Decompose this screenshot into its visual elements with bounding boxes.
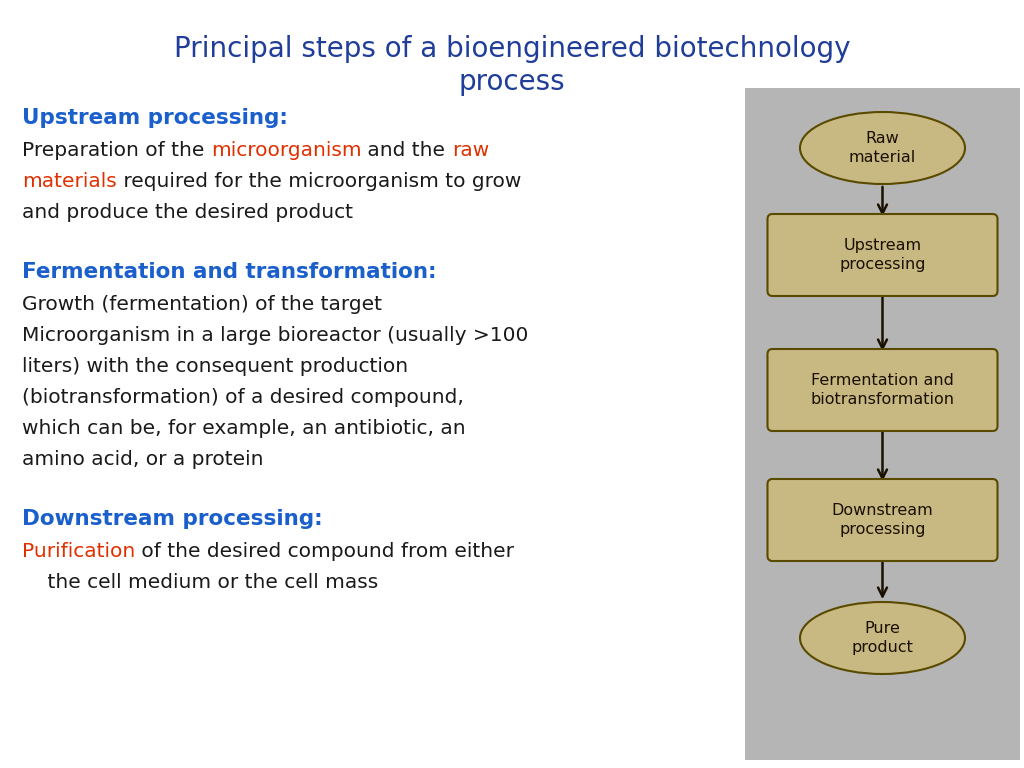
Text: and the: and the	[361, 141, 452, 160]
Text: the cell medium or the cell mass: the cell medium or the cell mass	[22, 573, 378, 592]
Text: raw: raw	[452, 141, 489, 160]
FancyBboxPatch shape	[768, 349, 997, 431]
Text: Microorganism in a large bioreactor (usually >100: Microorganism in a large bioreactor (usu…	[22, 326, 528, 345]
Text: required for the microorganism to grow: required for the microorganism to grow	[117, 172, 521, 191]
Text: Downstream
processing: Downstream processing	[831, 502, 933, 538]
Text: Preparation of the: Preparation of the	[22, 141, 211, 160]
Ellipse shape	[800, 602, 965, 674]
Text: of the desired compound from either: of the desired compound from either	[135, 542, 514, 561]
Text: and produce the desired product: and produce the desired product	[22, 203, 353, 222]
Text: which can be, for example, an antibiotic, an: which can be, for example, an antibiotic…	[22, 419, 466, 438]
FancyBboxPatch shape	[768, 214, 997, 296]
Text: Principal steps of a bioengineered biotechnology: Principal steps of a bioengineered biote…	[174, 35, 850, 63]
Text: Raw
material: Raw material	[849, 131, 916, 165]
Text: Downstream processing:: Downstream processing:	[22, 509, 323, 529]
Text: (biotransformation) of a desired compound,: (biotransformation) of a desired compoun…	[22, 388, 464, 407]
Text: Upstream
processing: Upstream processing	[840, 237, 926, 273]
Text: microorganism: microorganism	[211, 141, 361, 160]
FancyBboxPatch shape	[745, 88, 1020, 760]
Text: Growth (fermentation) of the target: Growth (fermentation) of the target	[22, 295, 382, 314]
Text: process: process	[459, 68, 565, 96]
Text: Upstream processing:: Upstream processing:	[22, 108, 288, 128]
Text: liters) with the consequent production: liters) with the consequent production	[22, 357, 409, 376]
Text: amino acid, or a protein: amino acid, or a protein	[22, 450, 263, 469]
Ellipse shape	[800, 112, 965, 184]
Text: Fermentation and
biotransformation: Fermentation and biotransformation	[811, 372, 954, 407]
Text: Pure
product: Pure product	[852, 621, 913, 655]
Text: Purification: Purification	[22, 542, 135, 561]
Text: Fermentation and transformation:: Fermentation and transformation:	[22, 262, 436, 282]
Text: materials: materials	[22, 172, 117, 191]
FancyBboxPatch shape	[768, 479, 997, 561]
